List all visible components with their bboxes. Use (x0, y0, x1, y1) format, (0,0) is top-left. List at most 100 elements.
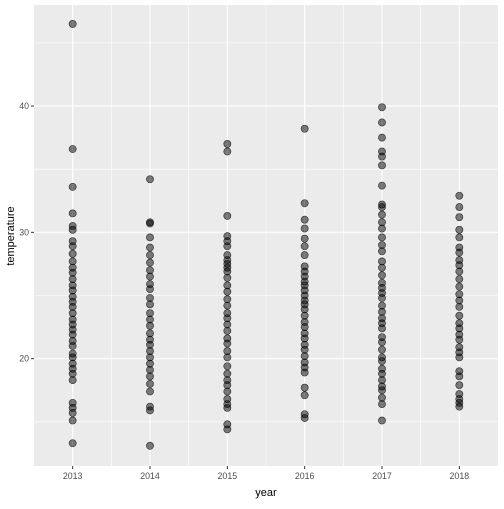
data-point (378, 294, 386, 302)
data-point (68, 182, 77, 191)
data-point (378, 400, 386, 409)
data-point (68, 145, 77, 153)
data-point (68, 416, 77, 425)
data-point (223, 212, 232, 220)
data-point (378, 103, 386, 112)
data-point (378, 357, 386, 366)
data-point (146, 387, 154, 396)
data-point (223, 353, 232, 362)
x-tick-label: 2017 (372, 471, 392, 481)
data-point (223, 362, 232, 371)
data-point (223, 301, 232, 310)
data-point (455, 402, 464, 411)
data-point (223, 140, 232, 148)
data-point (223, 326, 232, 335)
x-tick-label: 2016 (295, 471, 315, 481)
data-point (68, 242, 77, 251)
data-point (300, 368, 309, 377)
data-point (146, 258, 154, 267)
x-axis: 2013 2014 2015 2016 2017 2018 (63, 466, 469, 481)
data-points (68, 20, 464, 450)
data-point (300, 234, 309, 243)
data-point (146, 300, 154, 309)
data-point (146, 321, 154, 330)
data-point (455, 191, 464, 200)
data-point (300, 414, 309, 422)
data-point (146, 285, 154, 294)
data-point (455, 353, 464, 362)
data-point (455, 302, 464, 311)
data-point (146, 251, 154, 259)
data-point (378, 271, 386, 280)
data-point (223, 242, 232, 251)
data-point (455, 311, 464, 320)
x-tick-label: 2013 (63, 471, 83, 481)
data-point (300, 242, 309, 251)
data-point (223, 425, 232, 434)
x-axis-title: year (255, 487, 277, 499)
y-tick-label: 30 (19, 227, 29, 237)
data-point (378, 181, 386, 190)
data-point (146, 441, 154, 450)
data-point (455, 225, 464, 234)
data-point (146, 243, 154, 252)
data-point (455, 233, 464, 242)
data-point (378, 224, 386, 233)
data-point (68, 249, 77, 258)
data-point (146, 233, 154, 242)
data-point (68, 342, 77, 350)
data-point (68, 209, 77, 218)
data-point (223, 339, 232, 348)
data-point (146, 272, 154, 281)
x-tick-label: 2018 (450, 471, 470, 481)
data-point (146, 219, 154, 228)
y-axis-title: temperature (5, 206, 17, 265)
data-point (68, 376, 77, 385)
y-tick-label: 40 (19, 101, 29, 111)
data-point (300, 224, 309, 233)
data-point (300, 124, 309, 133)
data-point (455, 248, 464, 257)
data-point (68, 225, 77, 234)
data-point (378, 118, 386, 127)
data-point (223, 147, 232, 156)
data-point (146, 406, 154, 415)
data-point (146, 372, 154, 381)
data-point (455, 213, 464, 222)
data-point (146, 175, 154, 184)
data-point (378, 233, 386, 242)
data-point (68, 439, 77, 448)
data-point (300, 383, 309, 392)
data-point (378, 247, 386, 256)
data-point (455, 275, 464, 283)
x-tick-label: 2015 (218, 471, 238, 481)
data-point (378, 416, 386, 425)
x-tick-label: 2014 (140, 471, 160, 481)
data-point (300, 251, 309, 259)
data-point (455, 335, 464, 344)
y-axis: 20 30 40 (19, 101, 34, 364)
data-point (300, 391, 309, 400)
data-point (378, 210, 386, 219)
data-point (378, 152, 386, 161)
data-point (455, 203, 464, 211)
data-point (68, 20, 77, 28)
minor-gridlines (34, 5, 498, 466)
data-point (455, 372, 464, 381)
data-point (68, 409, 77, 417)
data-point (378, 338, 386, 347)
data-point (455, 267, 464, 276)
data-point (223, 273, 232, 282)
data-point (455, 381, 464, 390)
data-point (300, 215, 309, 224)
data-point (378, 324, 386, 333)
data-point (223, 287, 232, 296)
data-point (378, 133, 386, 142)
data-point (378, 203, 386, 211)
data-point (146, 380, 154, 388)
data-point (378, 345, 386, 354)
y-tick-label: 20 (19, 354, 29, 364)
data-point (223, 404, 232, 412)
